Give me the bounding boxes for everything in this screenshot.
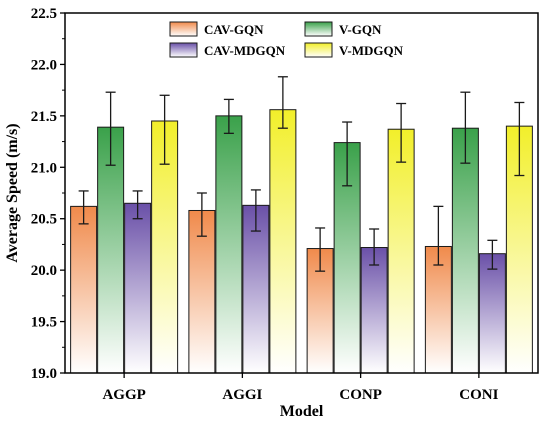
legend-item-v-mdgqn: V-MDGQN — [304, 42, 404, 58]
bar-v-gqn-aggi — [215, 115, 243, 374]
y-tick-label: 21.0 — [31, 160, 57, 176]
bar-cav-mdgqn-conp — [360, 247, 388, 374]
error-bar-cav-mdgqn-conp — [369, 228, 380, 266]
legend-label: V-GQN — [339, 22, 382, 37]
legend-item-v-gqn: V-GQN — [304, 21, 382, 37]
error-bar-cav-gqn-aggi — [196, 192, 207, 237]
legend-swatch — [169, 42, 198, 58]
error-bar-cav-gqn-conp — [315, 227, 326, 272]
bar-v-gqn-aggp — [97, 126, 125, 374]
x-axis-title: Model — [280, 403, 324, 420]
error-bar-cav-gqn-coni — [433, 205, 444, 266]
x-tick-label-coni: CONI — [459, 387, 498, 403]
bar-cav-mdgqn-aggi — [242, 204, 270, 374]
y-tick-label: 19.0 — [31, 366, 57, 382]
legend-swatch — [304, 42, 333, 58]
bar-cav-mdgqn-coni — [478, 253, 506, 374]
legend-item-cav-gqn: CAV-GQN — [169, 21, 264, 37]
legend-swatch — [304, 21, 333, 37]
x-tick-label-aggp: AGGP — [102, 387, 145, 403]
bar-cav-mdgqn-aggp — [124, 202, 152, 374]
x-tick-label-aggi: AGGI — [222, 387, 262, 403]
error-bar-v-mdgqn-aggp — [159, 94, 170, 165]
error-bar-v-mdgqn-conp — [396, 102, 407, 163]
y-tick-label: 20.0 — [31, 263, 57, 279]
x-tick-label-conp: CONP — [339, 387, 382, 403]
y-tick-label: 20.5 — [31, 212, 57, 228]
legend-label: CAV-MDGQN — [204, 43, 286, 58]
bar-v-mdgqn-conp — [387, 128, 415, 374]
y-tick-label: 22.0 — [31, 57, 57, 73]
bars-layer — [70, 109, 533, 374]
error-bar-v-mdgqn-coni — [514, 101, 525, 177]
error-bar-cav-gqn-aggp — [78, 190, 89, 225]
error-bar-v-gqn-aggi — [223, 98, 234, 134]
legend-label: V-MDGQN — [339, 43, 404, 58]
bar-v-gqn-coni — [451, 127, 479, 374]
bar-cav-gqn-aggp — [70, 205, 98, 374]
error-bar-cav-mdgqn-aggi — [250, 189, 261, 232]
legend: CAV-GQN V-GQN CAV-MDGQN V-MDGQN — [169, 21, 404, 58]
y-tick-label: 19.5 — [31, 315, 57, 331]
error-bar-v-gqn-coni — [460, 91, 471, 164]
error-bars-layer — [78, 76, 525, 272]
legend-label: CAV-GQN — [204, 22, 264, 37]
error-bar-v-gqn-conp — [342, 121, 353, 187]
error-bar-v-gqn-aggp — [105, 91, 116, 166]
legend-item-cav-mdgqn: CAV-MDGQN — [169, 42, 286, 58]
y-tick-label: 21.5 — [31, 109, 57, 125]
y-axis-title: Average Speed (m/s) — [4, 123, 21, 262]
error-bar-cav-mdgqn-coni — [487, 239, 498, 270]
axis-ticks: AGGP AGGI CONP CONI 19.0 19.5 20.0 20.5 21.0 21.5… — [31, 6, 499, 403]
y-tick-label: 22.5 — [31, 6, 57, 22]
bar-v-mdgqn-aggi — [269, 109, 297, 374]
error-bar-cav-mdgqn-aggp — [132, 190, 143, 220]
legend-swatch — [169, 21, 198, 37]
error-bar-v-mdgqn-aggi — [277, 76, 288, 129]
